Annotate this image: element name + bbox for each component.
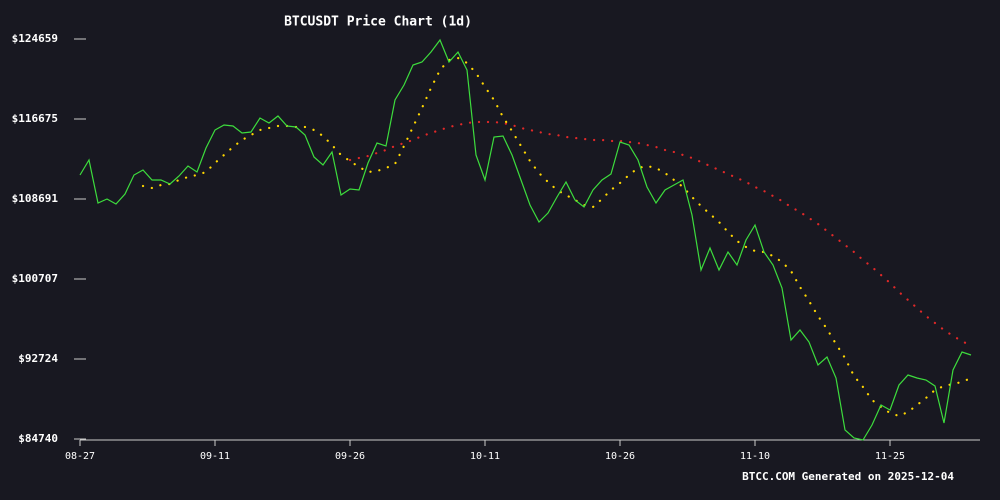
y-tick-label: $124659 [12, 32, 58, 45]
y-tick-label: $92724 [18, 352, 58, 365]
series-line [348, 120, 973, 348]
y-tick-label: $108691 [12, 192, 59, 205]
chart-title: BTCUSDT Price Chart (1d) [284, 15, 472, 30]
y-tick-label: $116675 [12, 112, 58, 125]
series-line [79, 38, 972, 441]
x-tick-label: 11-10 [740, 451, 770, 462]
y-tick-label: $100707 [12, 272, 58, 285]
x-tick-label: 11-25 [875, 451, 905, 462]
x-tick-label: 10-11 [470, 451, 500, 462]
x-tick-label: 09-11 [200, 451, 230, 462]
y-tick-label: $84740 [18, 432, 58, 445]
x-tick-label: 09-26 [335, 451, 365, 462]
footer: BTCC.COM Generated on 2025-12-04 [742, 470, 954, 483]
x-tick-label: 10-26 [605, 451, 635, 462]
x-tick-label: 08-27 [65, 451, 95, 462]
